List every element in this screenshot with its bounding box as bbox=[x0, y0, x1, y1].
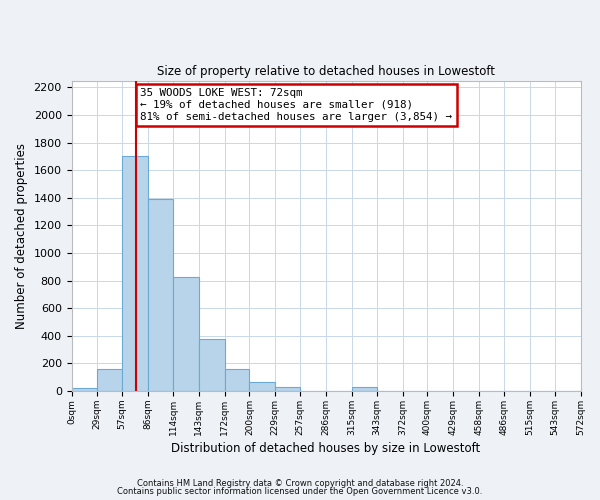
Bar bbox=[250, 382, 275, 391]
Bar bbox=[122, 156, 148, 391]
X-axis label: Distribution of detached houses by size in Lowestoft: Distribution of detached houses by size … bbox=[172, 442, 481, 455]
Bar bbox=[352, 387, 377, 391]
Bar bbox=[173, 277, 199, 391]
Bar bbox=[148, 199, 173, 391]
Bar bbox=[199, 338, 224, 391]
Text: 35 WOODS LOKE WEST: 72sqm
← 19% of detached houses are smaller (918)
81% of semi: 35 WOODS LOKE WEST: 72sqm ← 19% of detac… bbox=[140, 88, 452, 122]
Text: Contains public sector information licensed under the Open Government Licence v3: Contains public sector information licen… bbox=[118, 487, 482, 496]
Bar bbox=[71, 388, 97, 391]
Text: Contains HM Land Registry data © Crown copyright and database right 2024.: Contains HM Land Registry data © Crown c… bbox=[137, 478, 463, 488]
Bar bbox=[275, 387, 300, 391]
Y-axis label: Number of detached properties: Number of detached properties bbox=[15, 143, 28, 329]
Title: Size of property relative to detached houses in Lowestoft: Size of property relative to detached ho… bbox=[157, 65, 495, 78]
Bar bbox=[97, 369, 122, 391]
Bar bbox=[224, 369, 250, 391]
